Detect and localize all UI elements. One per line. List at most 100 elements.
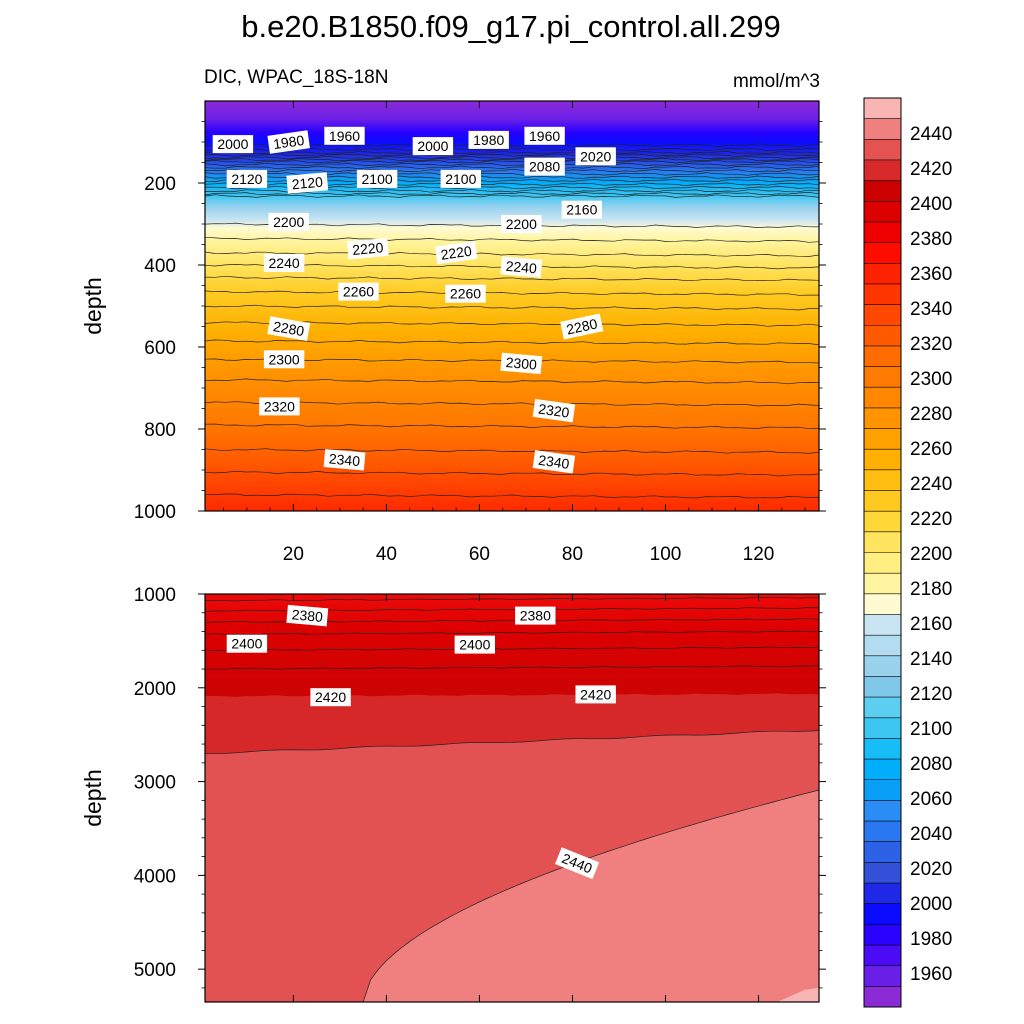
contour-label-text: 2200 [506,216,537,232]
contour-line [204,236,820,243]
contour-label-box [575,685,616,704]
colorbar-tick-label: 2000 [910,894,952,915]
contour-label: 2260 [445,284,486,303]
contour-label-box [263,350,305,369]
colorbar-swatch [864,490,901,512]
contour-label-text: 2120 [231,171,262,187]
contour-line [204,162,820,167]
contour-line [204,194,820,198]
contour-label-text: 2400 [231,636,262,652]
colorbar-swatch [864,821,901,843]
contour-label-box [554,847,600,880]
colorbar-swatch [864,945,901,966]
colorbar-swatch [864,531,901,553]
contour-label: 2080 [524,157,565,176]
colorbar-swatch [864,242,901,264]
colorbar-swatch [864,428,901,450]
subtitle-units: mmol/m^3 [733,71,820,92]
contour-label-text: 2420 [315,689,346,705]
colorbar-tick-label: 1960 [910,964,952,985]
contour-label-text: 2280 [272,318,306,339]
colorbar-swatch [864,883,901,905]
x-tick-label: 120 [743,544,775,565]
contour-line [204,470,820,477]
contour-line [204,646,820,652]
contour-label: 2380 [286,604,329,627]
contour-line [204,448,820,454]
contour-line [204,157,820,162]
band-above-2460 [777,987,819,1002]
contour-line [204,159,820,164]
contour-label: 2220 [434,240,478,265]
colorbar-swatch [864,139,901,161]
contour-label-box [263,254,305,272]
x-tick-label: 80 [562,544,583,565]
contour-line [205,730,820,755]
contour-label: 2160 [561,200,602,219]
contour-label-box [259,397,300,416]
contour-label-text: 2000 [217,136,248,152]
colorbar-swatch [864,800,901,822]
contour-label: 2100 [356,169,398,188]
contour-label-text: 2100 [445,171,476,187]
contour-label-box [440,169,481,188]
colorbar-tick-label: 2260 [910,439,952,460]
x-tick-label: 60 [469,544,490,565]
colorbar-tick-label: 2300 [910,369,952,390]
contour-label: 2120 [286,172,329,194]
contour-label-box [324,126,365,145]
colorbar-tick-label: 2440 [910,124,952,145]
contour-label: 2240 [263,254,305,272]
colorbar-tick-label: 2420 [910,159,952,180]
contour-label-text: 2220 [352,239,385,258]
contour-label: 2280 [267,316,311,341]
contour-label: 2420 [575,685,616,704]
colorbar-tick-label: 2240 [910,474,952,495]
colorbar-tick-label: 2060 [910,789,952,810]
colorbar-swatch [864,862,901,884]
contour-label-box [226,169,268,188]
contour-label: 2120 [226,169,268,188]
y-tick-label: 200 [144,174,176,195]
y-tick-label: 400 [144,256,176,277]
contour-label-text: 2380 [291,606,324,625]
y-tick-label: 1000 [134,502,176,523]
y-tick-label: 800 [144,420,176,441]
contour-label-text: 2380 [520,608,551,624]
band-2440-2460 [363,790,819,1002]
contour-label-text: 2120 [291,174,324,193]
colorbar-swatch [864,635,901,657]
contour-label-text: 2000 [417,138,448,154]
contour-label-box [532,398,576,423]
contour-label-text: 2220 [440,243,473,263]
band-2380-2420-top [205,594,819,697]
colorbar-swatch [864,469,901,491]
contour-label: 2320 [532,398,576,423]
contour-label-text: 2320 [537,401,570,421]
contour-label-box [346,237,389,260]
contour-label: 2420 [310,688,351,707]
colorbar-swatch [864,903,901,925]
colorbar-tick-label: 2020 [910,859,952,880]
upper-contour-labels: 2000 1980 1960 2000 1980 1960 2020 2080 2120 2120… [212,126,616,474]
contour-label-box [524,126,565,145]
subtitle-variable: DIC, WPAC_18S-18N [204,67,388,88]
colorbar-swatch [864,180,901,202]
contour-label-box [267,130,310,154]
contour-label: 2340 [323,449,366,471]
contour-label-box [500,256,543,278]
colorbar-swatch [864,345,901,367]
contour-label-box [575,147,616,166]
colorbar-tick-label: 2140 [910,649,952,670]
colorbar-swatch [864,841,901,863]
contour-label-text: 2200 [273,214,304,230]
contour-line [204,251,820,257]
colorbar-swatch [864,221,901,243]
colorbar-swatch [864,387,901,409]
contour-label-text: 2420 [580,686,611,702]
contour-label: 2300 [263,350,305,369]
colorbar-swatch [864,717,901,739]
contour-label-box [561,200,602,219]
contour-line [204,304,819,311]
colorbar-swatch [864,965,901,987]
